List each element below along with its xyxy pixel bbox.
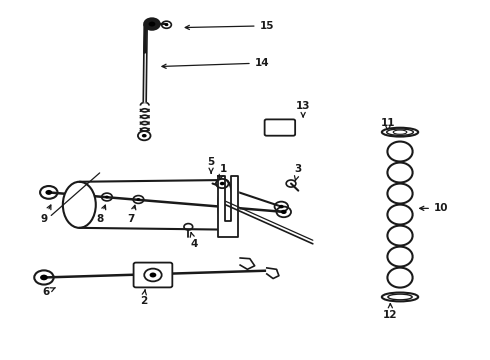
Polygon shape (267, 268, 279, 279)
Ellipse shape (219, 180, 233, 230)
Ellipse shape (63, 182, 96, 228)
Polygon shape (240, 258, 255, 269)
Circle shape (137, 198, 140, 201)
Circle shape (142, 134, 147, 138)
Text: 4: 4 (190, 233, 198, 249)
Text: 13: 13 (296, 100, 310, 117)
Circle shape (165, 23, 169, 26)
Circle shape (144, 18, 160, 30)
Circle shape (281, 210, 287, 214)
Polygon shape (219, 176, 238, 237)
Polygon shape (143, 25, 147, 102)
Circle shape (40, 275, 48, 280)
FancyBboxPatch shape (134, 262, 172, 287)
Circle shape (148, 22, 155, 27)
Circle shape (46, 190, 52, 195)
Circle shape (149, 273, 156, 278)
Text: 14: 14 (162, 58, 270, 68)
Ellipse shape (382, 128, 418, 136)
Ellipse shape (387, 129, 414, 135)
Text: 6: 6 (43, 287, 55, 297)
Text: 15: 15 (185, 21, 274, 31)
Text: 12: 12 (383, 304, 397, 320)
Ellipse shape (388, 294, 412, 300)
Circle shape (105, 195, 109, 198)
Text: 1: 1 (219, 165, 227, 180)
Text: 10: 10 (420, 203, 448, 213)
Text: 7: 7 (127, 205, 136, 224)
Ellipse shape (393, 130, 407, 134)
Text: 2: 2 (140, 290, 147, 306)
FancyBboxPatch shape (265, 120, 295, 136)
Text: 9: 9 (40, 205, 51, 224)
Circle shape (279, 205, 284, 208)
Text: 3: 3 (294, 165, 302, 180)
Text: 11: 11 (381, 118, 395, 131)
Text: 5: 5 (207, 157, 215, 173)
Circle shape (220, 182, 224, 185)
Ellipse shape (382, 293, 418, 301)
Text: 8: 8 (96, 205, 106, 224)
